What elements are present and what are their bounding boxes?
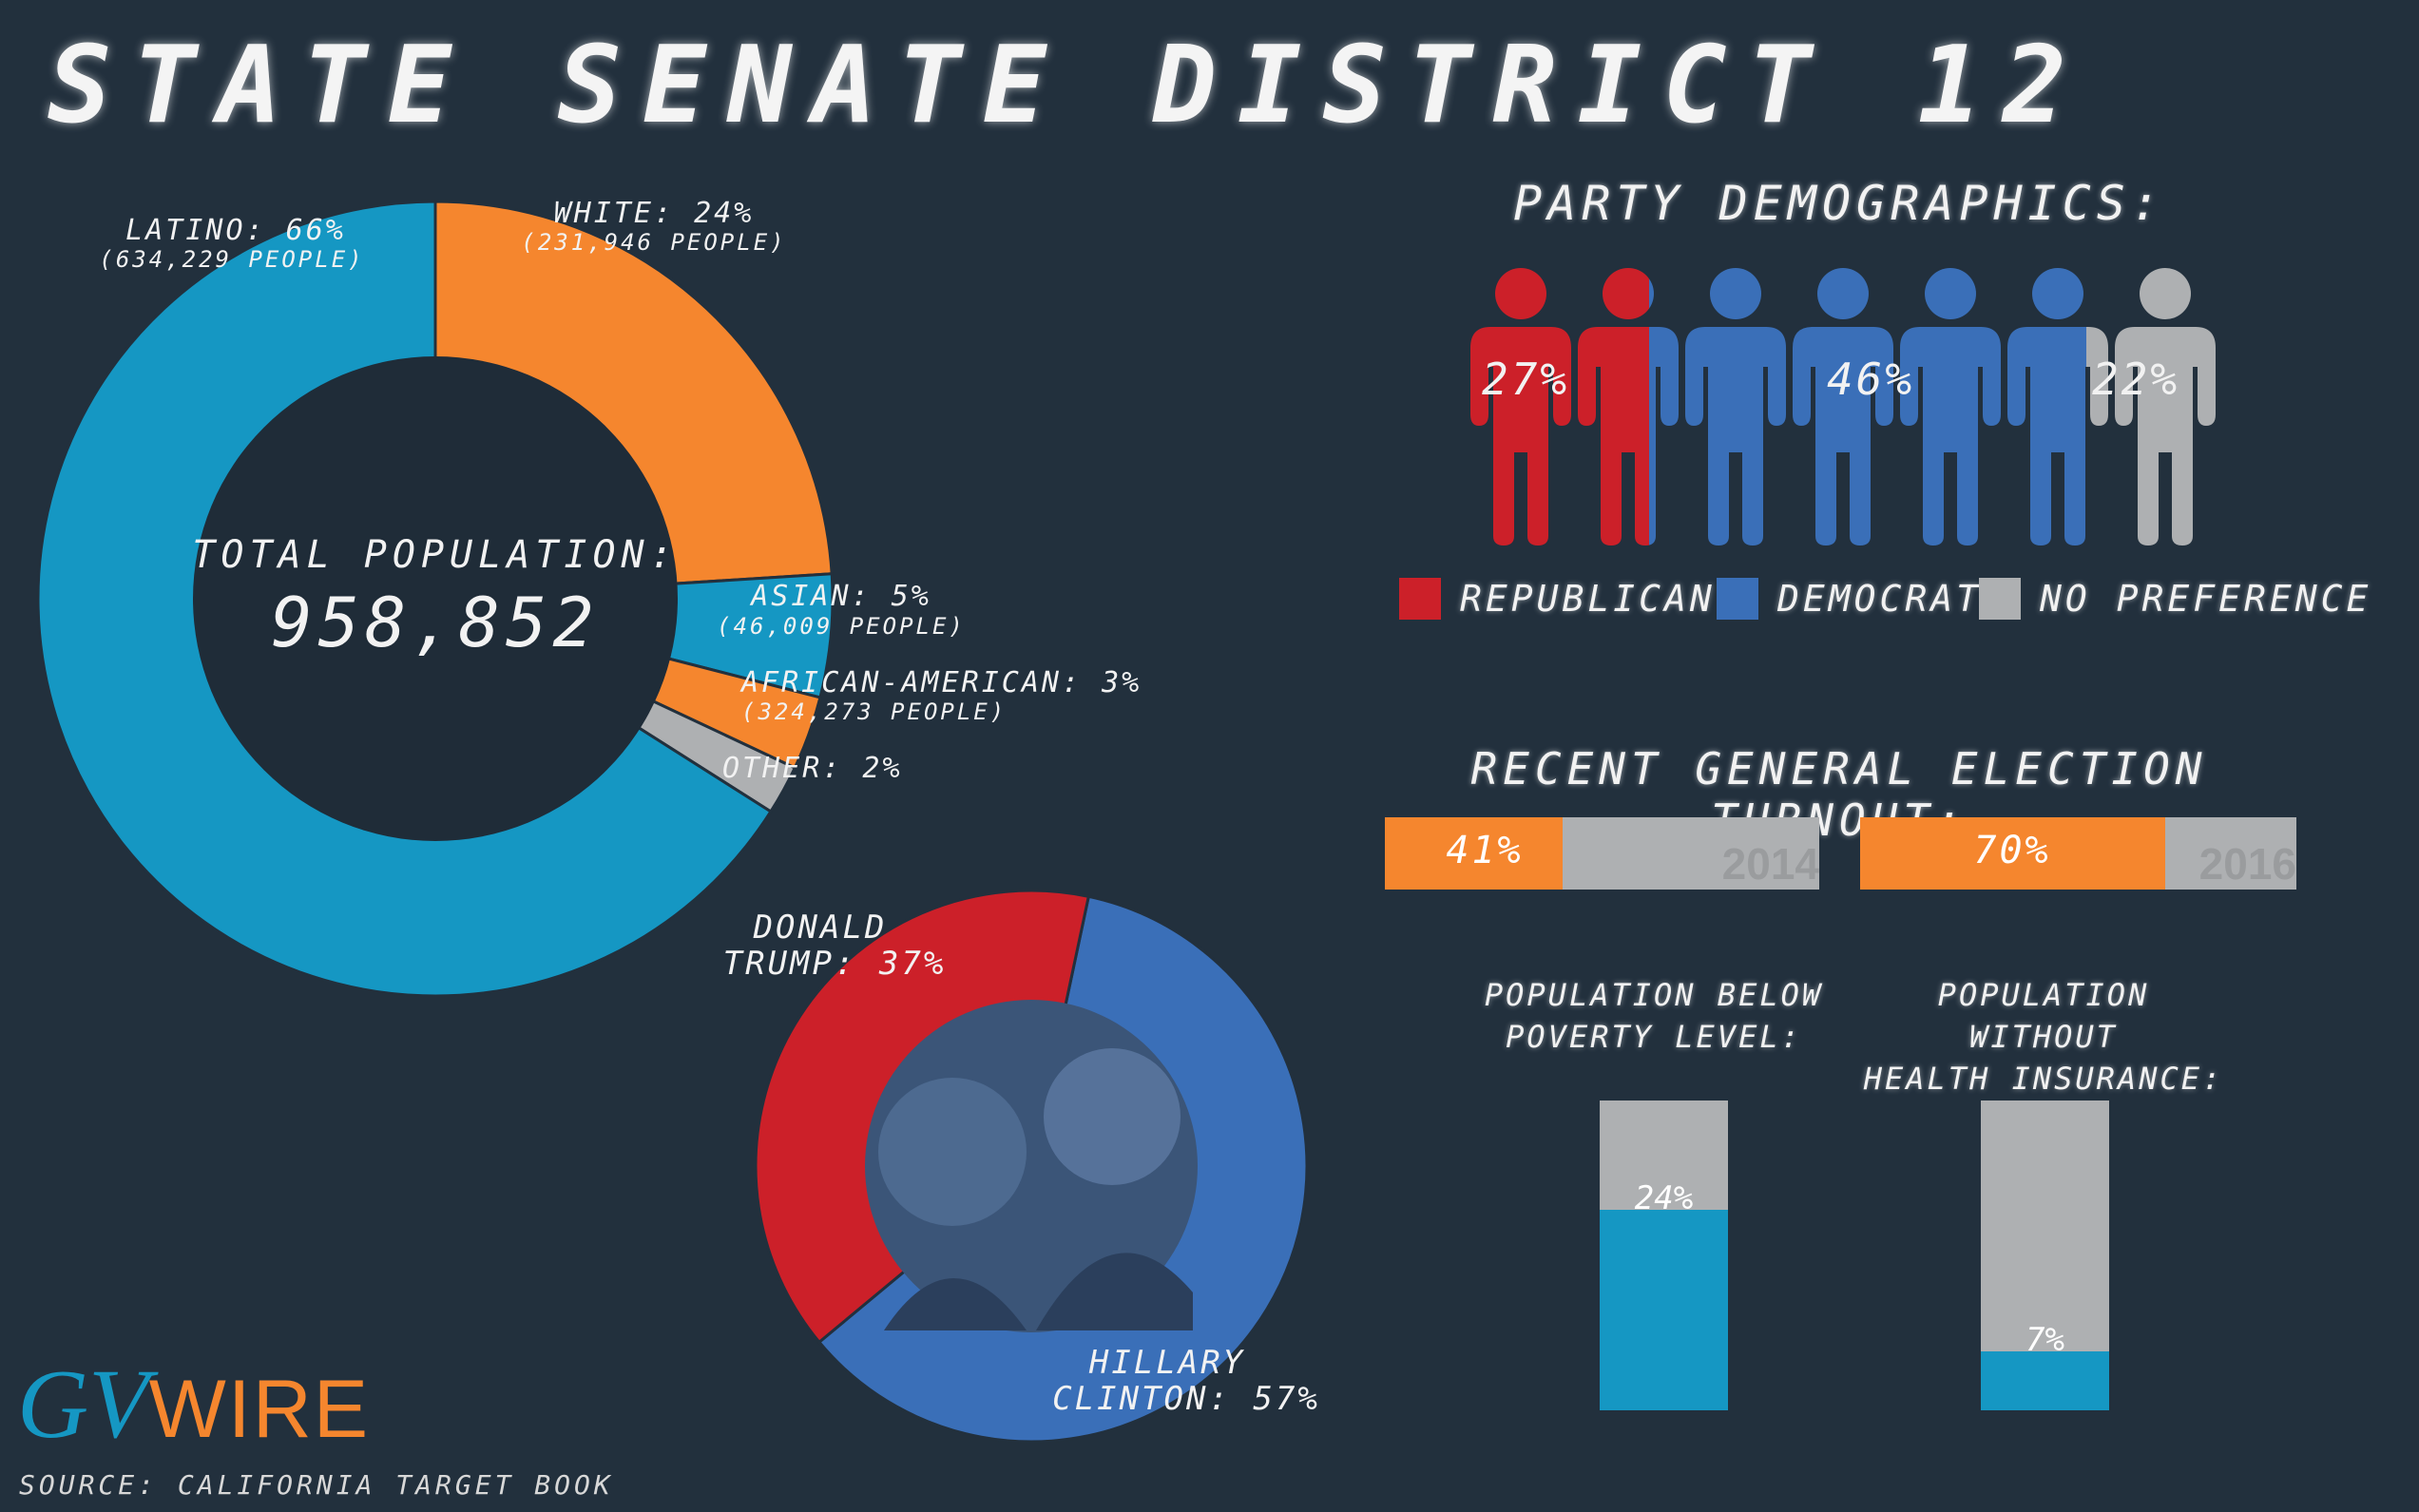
poverty-bar-fill — [1600, 1209, 1728, 1410]
person-icon — [1685, 268, 1786, 545]
logo-wire: WIRE — [148, 1364, 371, 1455]
poverty-caption-line2: POVERTY LEVEL: — [1506, 1019, 1802, 1055]
legend-republican-label: REPUBLICAN — [1460, 578, 1716, 620]
gvwire-logo: GVWIRE — [17, 1348, 370, 1461]
source-note: SOURCE: CALIFORNIA TARGET BOOK — [19, 1469, 614, 1501]
turnout-fill-2014 — [1385, 817, 1564, 890]
turnout-value-2014: 41% — [1446, 829, 1524, 872]
person-icon — [1470, 268, 1571, 545]
party-demographics-title: PARTY DEMOGRAPHICS: — [1513, 176, 2165, 231]
slice-sublabel-latino: (634,229 PEOPLE) — [99, 246, 364, 273]
turnout-fill-2016 — [1860, 817, 2166, 890]
slice-label-other: OTHER: 2% — [722, 752, 903, 785]
trump-label-line1: DONALD — [753, 909, 888, 947]
insurance-caption-line2: HEALTH INSURANCE: — [1863, 1061, 2224, 1097]
republican-percent: 27% — [1482, 354, 1569, 405]
turnout-year-2016: 2016 — [2198, 839, 2296, 889]
turnout-title: RECENT GENERAL ELECTION TURNOUT: — [1470, 743, 2208, 846]
logo-gv: GV — [17, 1349, 149, 1459]
trump-label-line2: TRUMP: 37% — [723, 945, 947, 983]
no-preference-swatch — [1979, 578, 2021, 620]
insurance-value: 7% — [2025, 1321, 2064, 1359]
democrat-swatch — [1717, 578, 1758, 620]
slice-label-african-american: AFRICAN-AMERICAN: 3% — [739, 666, 1141, 699]
slice-label-latino: LATINO: 66% — [125, 214, 346, 247]
legend-democrat-label: DEMOCRAT — [1777, 578, 1983, 620]
candidate-face-left — [878, 1078, 1027, 1226]
candidate-body-left — [884, 1278, 1027, 1330]
legend-no-preference-label: NO PREFERENCE — [2040, 578, 2372, 620]
donut-hole — [193, 356, 678, 841]
person-icon — [1793, 268, 1893, 545]
legend-no-preference: NO PREFERENCE — [1979, 578, 2371, 620]
slice-label-white: WHITE: 24% — [554, 197, 755, 230]
clinton-label-line1: HILLARY — [1088, 1344, 1245, 1382]
total-population-value: 958,852 — [271, 583, 599, 662]
population-donut-chart: TOTAL POPULATION: 958,852 LATINO: 66% (6… — [36, 197, 1141, 998]
poverty-bar: 24% — [1600, 1101, 1728, 1410]
slice-sublabel-asian: (46,009 PEOPLE) — [717, 613, 966, 640]
slice-sublabel-white: (231,946 PEOPLE) — [521, 229, 786, 256]
republican-swatch — [1399, 578, 1441, 620]
election-donut-chart: DONALD TRUMP: 37% HILLARY CLINTON: 57% — [723, 889, 1320, 1444]
person-icon — [1900, 268, 2001, 545]
candidate-face-right — [1044, 1048, 1181, 1185]
insurance-bar: 7% — [1981, 1101, 2109, 1410]
slice-sublabel-african-american: (324,273 PEOPLE) — [741, 699, 1007, 725]
insurance-bar-fill — [1981, 1351, 2109, 1410]
clinton-label-line2: CLINTON: 57% — [1052, 1380, 1320, 1418]
person-icon — [2115, 268, 2216, 545]
no-preference-percent: 22% — [2092, 354, 2179, 405]
turnout-bar-2016: 70% 2016 — [1860, 817, 2296, 890]
insurance-caption-line1: POPULATION WITHOUT — [1937, 977, 2150, 1055]
turnout-year-2014: 2014 — [1721, 839, 1819, 889]
poverty-value: 24% — [1634, 1178, 1694, 1217]
total-population-label: TOTAL POPULATION: — [192, 533, 678, 577]
legend-democrat: DEMOCRAT — [1717, 578, 1982, 620]
poverty-caption: POPULATION BELOW POVERTY LEVEL: — [1464, 974, 1844, 1058]
insurance-caption: POPULATION WITHOUT HEALTH INSURANCE: — [1853, 974, 2234, 1100]
turnout-bar-2014: 41% 2014 — [1385, 817, 1819, 890]
party-people-chart: 27% 46% 22% — [1470, 268, 2216, 545]
legend-republican: REPUBLICAN — [1399, 578, 1716, 620]
slice-label-asian: ASIAN: 5% — [749, 580, 931, 613]
turnout-value-2016: 70% — [1973, 829, 2051, 872]
candidate-body-right — [1036, 1253, 1193, 1330]
page-title: STATE SENATE DISTRICT 12 — [48, 24, 2088, 147]
democrat-percent: 46% — [1827, 354, 1914, 405]
poverty-caption-line1: POPULATION BELOW — [1484, 977, 1824, 1013]
